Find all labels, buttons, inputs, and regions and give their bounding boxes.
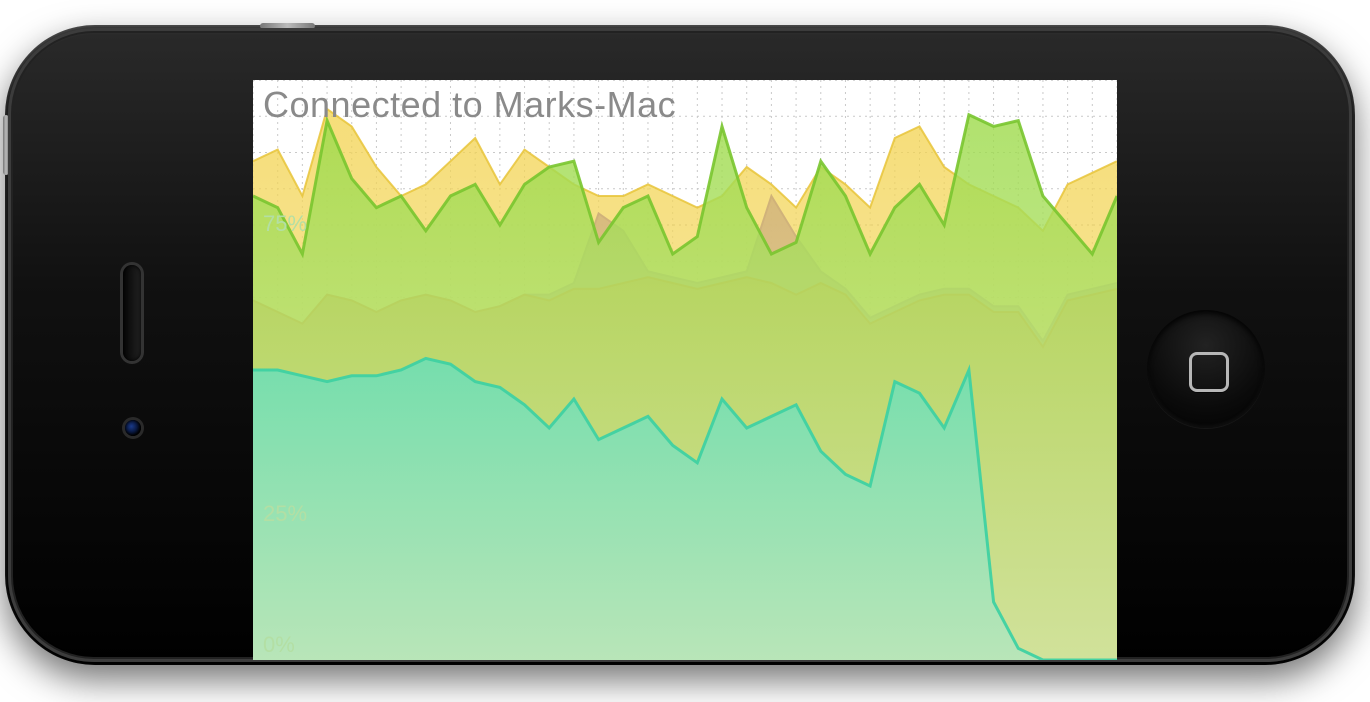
phone-body: Connected to Marks-Mac 75% 25% 0%: [5, 25, 1355, 665]
speaker-slot: [123, 265, 141, 361]
home-button-icon: [1189, 352, 1229, 392]
home-button[interactable]: [1147, 310, 1265, 428]
screen: Connected to Marks-Mac 75% 25% 0%: [253, 80, 1117, 660]
usage-chart: [253, 80, 1117, 660]
stage: Connected to Marks-Mac 75% 25% 0%: [0, 0, 1370, 702]
front-camera: [125, 420, 141, 436]
